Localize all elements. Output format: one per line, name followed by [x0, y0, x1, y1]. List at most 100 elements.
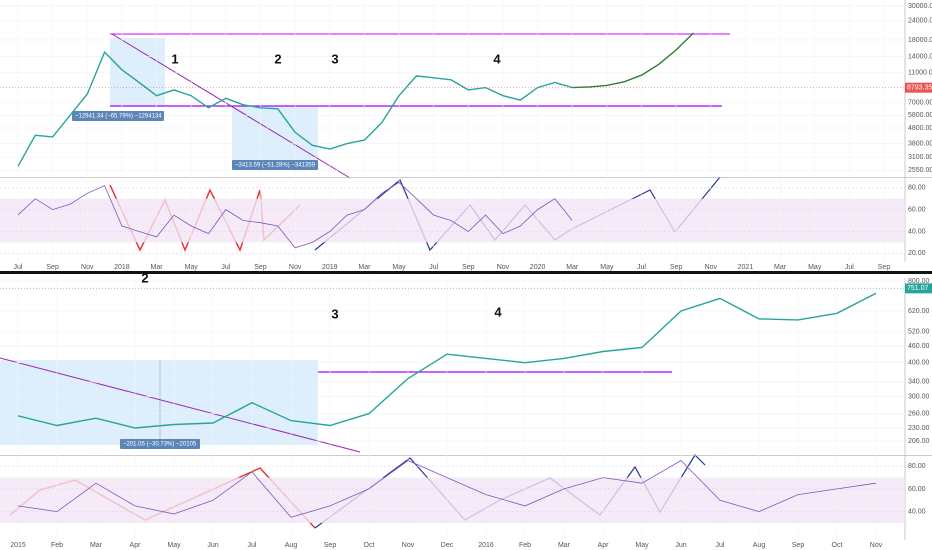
- rsi-line: [17, 181, 573, 249]
- y-tick-label: 80.00: [908, 463, 926, 470]
- y-tick-label: 2550.00: [908, 167, 932, 174]
- trend-line: [111, 33, 351, 179]
- y-tick-label: 5800.00: [908, 112, 932, 119]
- x-tick-label: Oct: [364, 542, 375, 549]
- rsi-band: [0, 198, 905, 243]
- y-tick-label: 18000.00: [908, 37, 932, 44]
- x-tick-label: Nov: [870, 542, 883, 549]
- x-tick-label: 2015: [10, 542, 26, 549]
- x-tick-label: 2021: [738, 264, 754, 271]
- x-tick-label: Sep: [254, 264, 267, 271]
- x-tick-label: May: [185, 264, 199, 271]
- x-tick-label: May: [808, 264, 822, 271]
- y-tick-label: 60.00: [908, 206, 926, 213]
- y-tick-label: 30000.00: [908, 3, 932, 10]
- x-tick-label: May: [167, 542, 181, 549]
- x-tick-label: Nov: [289, 264, 302, 271]
- x-tick-label: Nov: [402, 542, 415, 549]
- price-tag-label: 751.07: [907, 285, 929, 292]
- x-tick-label: Oct: [832, 542, 843, 549]
- x-tick-label: Sep: [324, 542, 337, 549]
- measure-label: −12941.34 (−65.79%) −1294134: [75, 114, 162, 120]
- y-tick-label: 260.00: [908, 410, 930, 417]
- y-tick-label: 3100.00: [908, 154, 932, 161]
- x-tick-label: Nov: [705, 264, 718, 271]
- measure-label: −201.05 (−30.73%) −20105: [123, 442, 197, 448]
- x-tick-label: Feb: [519, 542, 531, 549]
- x-tick-label: Jul: [248, 542, 257, 549]
- x-tick-label: Jul: [429, 264, 438, 271]
- y-tick-label: 4800.00: [908, 125, 932, 132]
- x-tick-label: Sep: [792, 542, 805, 549]
- x-tick-label: Jul: [716, 542, 725, 549]
- price-tag-label: 8793.35: [907, 85, 932, 92]
- x-tick-label: 2020: [530, 264, 546, 271]
- y-tick-label: 300.00: [908, 394, 930, 401]
- x-tick-label: May: [392, 264, 406, 271]
- measure-label-bg: [72, 111, 164, 121]
- x-tick-label: Sep: [670, 264, 683, 271]
- price-line: [572, 32, 694, 89]
- y-tick-label: 340.00: [908, 379, 930, 386]
- annotation: 4: [493, 51, 501, 66]
- y-tick-label: 620.00: [908, 308, 930, 315]
- x-tick-label: Jun: [207, 542, 218, 549]
- x-tick-label: Nov: [497, 264, 510, 271]
- x-tick-label: Mar: [90, 542, 103, 549]
- divider: [0, 271, 932, 274]
- annotation: 2: [141, 270, 148, 285]
- y-tick-label: 7000.00: [908, 100, 932, 107]
- annotation: 3: [331, 51, 338, 66]
- annotation: 4: [494, 304, 502, 319]
- x-tick-label: Mar: [358, 264, 371, 271]
- annotation: 1: [171, 51, 178, 66]
- y-tick-label: 3800.00: [908, 140, 932, 147]
- y-tick-label: 230.00: [908, 425, 930, 432]
- y-tick-label: 520.00: [908, 329, 930, 336]
- y-tick-label: 80.00: [908, 185, 926, 192]
- x-tick-label: May: [600, 264, 614, 271]
- measure-label-bg: [120, 439, 200, 449]
- x-tick-label: Jul: [637, 264, 646, 271]
- trend-line: [0, 357, 361, 453]
- x-tick-label: Aug: [285, 542, 298, 549]
- y-tick-label: 20.00: [908, 250, 926, 257]
- x-tick-label: Mar: [558, 542, 571, 549]
- price-tag: [905, 283, 932, 294]
- x-tick-label: Jul: [845, 264, 854, 271]
- y-tick-label: 460.00: [908, 343, 930, 350]
- rsi-line: [17, 459, 877, 518]
- y-tick-label: 14000.00: [908, 54, 932, 61]
- x-tick-label: Nov: [81, 264, 94, 271]
- x-tick-label: Jul: [221, 264, 230, 271]
- x-tick-label: Jul: [14, 264, 23, 271]
- x-tick-label: Apr: [130, 542, 142, 549]
- y-tick-label: 40.00: [908, 228, 926, 235]
- x-tick-label: 2016: [478, 542, 494, 549]
- x-tick-label: May: [635, 542, 649, 549]
- price-line: [17, 50, 573, 167]
- rsi-band: [0, 477, 905, 523]
- x-tick-label: Mar: [566, 264, 579, 271]
- x-tick-label: Dec: [441, 542, 454, 549]
- measure-box: [0, 360, 318, 445]
- measure-label: −3413.59 (−51.28%) −341359: [235, 163, 316, 169]
- x-tick-label: Mar: [774, 264, 787, 271]
- x-tick-label: Apr: [598, 542, 610, 549]
- y-tick-label: 11000.00: [908, 70, 932, 77]
- x-tick-label: Sep: [462, 264, 475, 271]
- y-tick-label: 24000.00: [908, 18, 932, 25]
- x-tick-label: Mar: [151, 264, 164, 271]
- y-tick-label: 400.00: [908, 360, 930, 367]
- price-line: [17, 292, 877, 429]
- measure-box: [232, 106, 318, 168]
- measure-label-bg: [232, 160, 318, 170]
- x-tick-label: 2019: [322, 264, 338, 271]
- annotation: 2: [274, 51, 281, 66]
- y-tick-label: 206.00: [908, 438, 930, 445]
- x-tick-label: Sep: [46, 264, 59, 271]
- x-tick-label: Feb: [51, 542, 63, 549]
- price-tag: [905, 82, 932, 93]
